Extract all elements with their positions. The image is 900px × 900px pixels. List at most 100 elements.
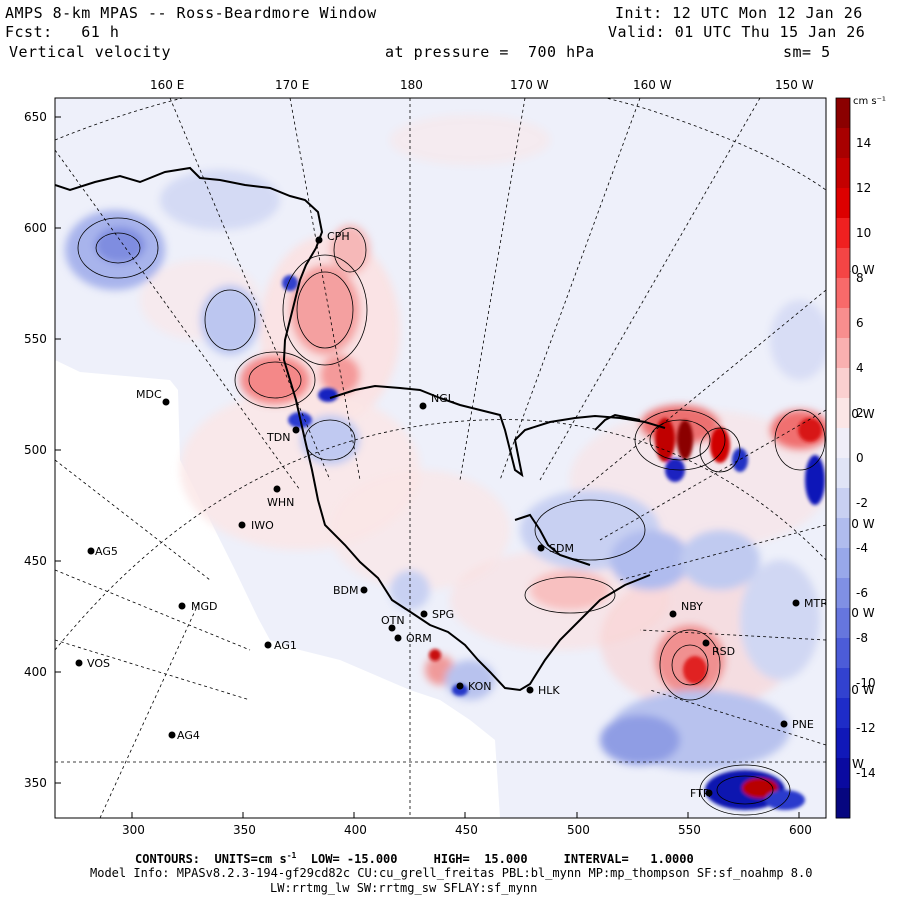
x-tick-600: 600 [789,823,812,837]
forecast-hour: Fcst: 61 h [5,23,120,41]
graticule [55,98,826,818]
cb-label-10: 10 [856,226,871,240]
field-name: Vertical velocity [9,43,172,61]
cb-label-neg2: -2 [856,496,868,510]
station-mdc-label: MDC [136,388,162,401]
cb-label-neg6: -6 [856,586,868,600]
station-mgd-marker [178,602,186,610]
colorbar-swatch [836,608,850,639]
valid-time: Valid: 01 UTC Thu 15 Jan 26 [608,23,866,41]
y-tick-600: 600 [24,221,47,235]
colorbar-swatch [836,338,850,369]
station-markers: CPH MDC NGL TDN WHN IWO AG5 SDM BDM MGD … [75,230,828,800]
station-mtr-label: MTR [804,597,828,610]
station-ngl-label: NGL [431,392,455,405]
station-ag1-label: AG1 [274,639,297,652]
contour-info: CONTOURS: UNITS=cm s-1 LOW= -15.000 HIGH… [135,851,694,866]
x-tick-300: 300 [122,823,145,837]
y-tick-550: 550 [24,332,47,346]
colorbar-swatch [836,308,850,339]
cb-label-4: 4 [856,361,864,375]
station-tdn-marker [292,426,300,434]
colorbar-unit: cm s⁻¹ [853,96,886,107]
station-mtr-marker [792,599,800,607]
station-orm-label: ORM [406,632,432,645]
velocity-shading [65,115,826,770]
colorbar-swatch [836,698,850,729]
lon-label-150w: 150 W [775,78,814,92]
station-spg-marker [420,610,428,618]
lon-label-170w: 170 W [510,78,549,92]
cb-label-neg4: -4 [856,541,868,555]
smoothing: sm= 5 [783,43,831,61]
station-mdc-marker [162,398,170,406]
lon-label-170e: 170 E [275,78,309,92]
colorbar-swatch [836,398,850,429]
station-sdm-label: SDM [549,542,574,555]
colorbar-swatch [836,758,850,789]
station-hlk-marker [526,686,534,694]
x-tick-450: 450 [455,823,478,837]
station-bdm-label: BDM [333,584,359,597]
station-whn-marker [273,485,281,493]
station-mgd-label: MGD [191,600,218,613]
station-ngl-marker [419,402,427,410]
cb-label-neg10: -10 [856,676,876,690]
pressure-level: at pressure = 700 hPa [385,43,595,61]
y-tick-650: 650 [24,110,47,124]
station-iwo-label: IWO [251,519,274,532]
station-cph-label: CPH [327,230,350,243]
station-sdm-marker [537,544,545,552]
station-rsd-marker [702,639,710,647]
station-pne-marker [780,720,788,728]
station-tdn-label: TDN [266,431,290,444]
station-spg-label: SPG [432,608,454,621]
station-kon-marker [456,682,464,690]
cb-label-8: 8 [856,271,864,285]
lon-label-w: W [852,757,864,771]
y-axis: 650 600 550 500 450 400 350 [24,110,61,790]
lon-label-180: 180 [400,78,423,92]
station-ag1-marker [264,641,272,649]
cb-label-neg12: -12 [856,721,876,735]
plot-area: CPH MDC NGL TDN WHN IWO AG5 SDM BDM MGD … [55,98,828,818]
station-ag5-label: AG5 [95,545,118,558]
x-tick-400: 400 [344,823,367,837]
colorbar-swatch [836,728,850,759]
contour-prefix: CONTOURS: UNITS=cm s [135,852,287,866]
colorbar-labels: 14 12 10 8 6 4 2 0 -2 -4 -6 -8 -10 -12 -… [856,136,876,780]
x-tick-350: 350 [233,823,256,837]
cb-label-12: 12 [856,181,871,195]
y-tick-350: 350 [24,776,47,790]
contour-suffix: LOW= -15.000 HIGH= 15.000 INTERVAL= 1.00… [296,852,694,866]
x-tick-500: 500 [567,823,590,837]
station-otn-label: OTN [381,614,405,627]
colorbar-frame [835,97,851,819]
colorbar-swatch [836,788,850,819]
colorbar-swatch [836,98,850,129]
station-cph-marker [315,236,323,244]
station-ag5-marker [87,547,95,555]
cb-label-6: 6 [856,316,864,330]
station-nby-marker [669,610,677,618]
contour-unit-exp: -1 [286,851,297,860]
colorbar-swatch [836,458,850,489]
station-ftr-marker [705,789,713,797]
colorbar-swatch [836,638,850,669]
colorbar-swatch [836,668,850,699]
cb-label-neg8: -8 [856,631,868,645]
colorbar-swatch [836,218,850,249]
station-kon-label: KON [468,680,492,693]
lon-label-160e: 160 E [150,78,184,92]
station-rsd-label: RSD [712,645,735,658]
cb-label-neg14: -14 [856,766,876,780]
colorbar-swatch [836,278,850,309]
colorbar-swatch [836,488,850,519]
plot-title: AMPS 8-km MPAS -- Ross-Beardmore Window [5,4,377,22]
x-axis: 300 350 400 450 500 550 600 [122,812,812,837]
model-info: Model Info: MPASv8.2.3-194-gf29cd82c CU:… [90,866,813,880]
station-nby-label: NBY [681,600,703,613]
cb-label-14: 14 [856,136,871,150]
station-ftr-label: FTR [690,787,711,800]
